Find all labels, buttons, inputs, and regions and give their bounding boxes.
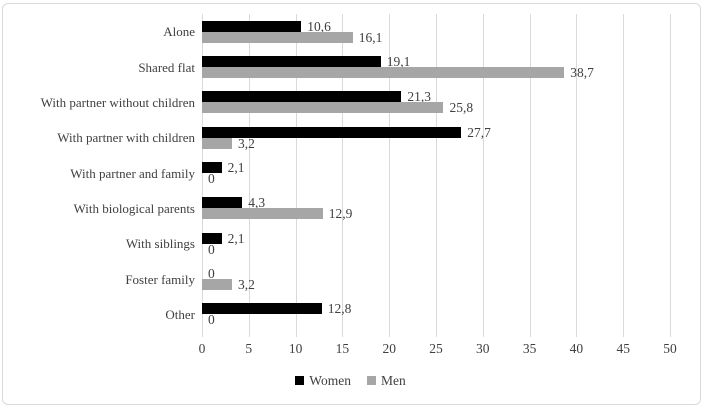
axis-tick (529, 332, 531, 337)
men-bar (202, 102, 444, 114)
value-label: 0 (208, 171, 215, 186)
gridline (295, 14, 297, 332)
value-label: 0 (208, 266, 215, 281)
value-label: 3,2 (237, 135, 255, 151)
gridline (576, 14, 578, 332)
women-bar (202, 162, 222, 173)
x-axis-tick-label: 45 (616, 341, 630, 356)
x-axis-tick-label: 25 (429, 341, 443, 356)
value-label: 12,9 (328, 206, 353, 222)
category-label: Other (165, 306, 195, 322)
women-bar (202, 232, 222, 244)
axis-tick (248, 332, 250, 337)
gridline (389, 14, 391, 332)
gridline (670, 14, 671, 332)
women-bar (202, 126, 462, 138)
value-label: 27,7 (467, 124, 491, 140)
axis-tick (482, 332, 484, 337)
women-bar (202, 303, 322, 315)
x-axis-tick-label: 50 (663, 341, 677, 356)
category-label: With partner with children (57, 130, 195, 146)
axis-tick (623, 332, 625, 337)
category-label: With partner without children (40, 94, 195, 110)
axis-tick (670, 332, 671, 337)
value-label: 0 (208, 241, 215, 257)
value-label: 21,3 (407, 89, 431, 105)
men-bar (202, 67, 565, 78)
value-label: 25,8 (449, 100, 474, 116)
category-label: With biological parents (73, 200, 195, 216)
value-label: 12,8 (327, 301, 352, 317)
x-axis-tick-label: 0 (198, 341, 206, 356)
value-label: 19,1 (386, 54, 411, 69)
x-axis-tick-label: 5 (245, 341, 253, 356)
x-axis-tick-label: 30 (476, 341, 490, 356)
axis-tick (436, 332, 437, 337)
gridline (482, 14, 484, 332)
category-label: Alone (163, 24, 195, 40)
gridline (248, 14, 250, 332)
value-label: 2,1 (227, 230, 245, 246)
category-label: Foster family (125, 271, 195, 287)
men-bar (202, 279, 232, 290)
gridline (623, 14, 625, 332)
value-label: 2,1 (227, 160, 245, 175)
category-label: With partner and family (70, 165, 195, 181)
gridline (202, 14, 203, 332)
legend-item-women: Women (295, 372, 351, 389)
value-label: 38,7 (570, 65, 594, 80)
x-axis-tick-label: 15 (335, 341, 350, 356)
value-label: 3,2 (237, 277, 255, 292)
axis-tick (295, 332, 297, 337)
axis-tick (202, 332, 203, 337)
men-bar (202, 31, 353, 43)
legend-label-men: Men (380, 372, 406, 388)
legend-item-men: Men (366, 372, 406, 389)
gridline (342, 14, 344, 332)
axis-tick (389, 332, 391, 337)
gridline (436, 14, 437, 332)
women-bar (202, 91, 402, 103)
value-label: 4,3 (248, 195, 266, 211)
legend-swatch-men (366, 375, 376, 385)
men-bar (202, 137, 232, 149)
axis-tick (342, 332, 344, 337)
legend-swatch-women (295, 375, 305, 385)
legend: Women Men (2, 371, 699, 389)
category-label: Shared flat (138, 59, 195, 75)
men-bar (202, 208, 323, 220)
women-bar (202, 20, 302, 32)
value-label: 0 (208, 312, 215, 328)
value-label: 10,6 (307, 18, 331, 34)
gridline (529, 14, 531, 332)
x-axis-tick-label: 40 (569, 341, 584, 356)
category-label: With siblings (125, 236, 195, 252)
legend-label-women: Women (309, 372, 351, 388)
value-label: 16,1 (358, 29, 383, 45)
x-axis-tick-label: 10 (288, 341, 303, 356)
x-axis-tick-label: 20 (382, 341, 396, 356)
x-axis-tick-label: 35 (522, 341, 537, 356)
axis-tick (576, 332, 578, 337)
women-bar (202, 197, 243, 209)
women-bar (202, 56, 381, 67)
